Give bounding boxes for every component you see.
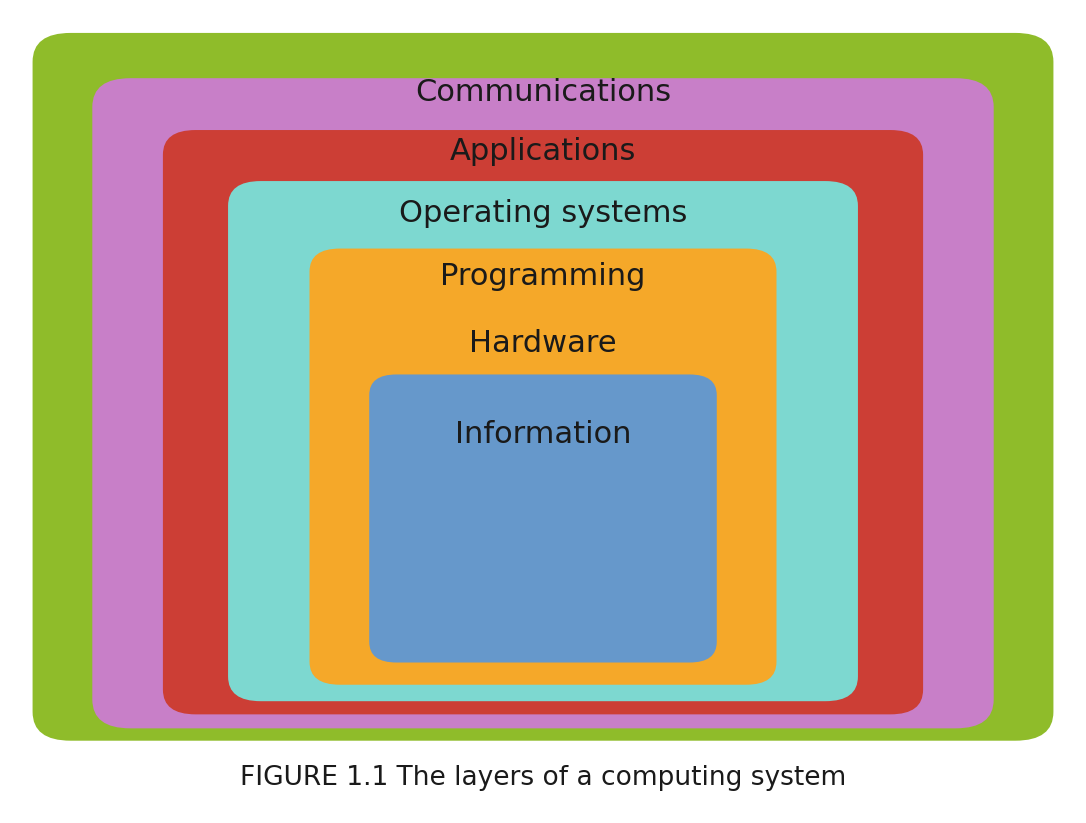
- Text: Programming: Programming: [440, 262, 646, 291]
- Text: Information: Information: [455, 420, 631, 449]
- Text: Operating systems: Operating systems: [399, 199, 687, 228]
- FancyBboxPatch shape: [92, 78, 994, 728]
- FancyBboxPatch shape: [310, 249, 776, 685]
- FancyBboxPatch shape: [163, 130, 923, 714]
- FancyBboxPatch shape: [369, 374, 717, 663]
- Text: Hardware: Hardware: [469, 329, 617, 358]
- FancyBboxPatch shape: [33, 33, 1053, 741]
- Text: Communications: Communications: [415, 78, 671, 107]
- FancyBboxPatch shape: [228, 181, 858, 701]
- Text: Applications: Applications: [450, 137, 636, 166]
- Text: FIGURE 1.1 The layers of a computing system: FIGURE 1.1 The layers of a computing sys…: [240, 765, 846, 791]
